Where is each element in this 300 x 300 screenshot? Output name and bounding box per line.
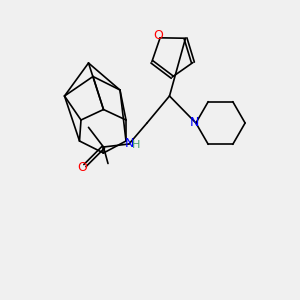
Text: N: N <box>124 136 134 150</box>
Text: H: H <box>132 140 140 151</box>
Text: N: N <box>190 116 199 129</box>
Text: O: O <box>153 29 163 42</box>
Text: O: O <box>78 160 87 174</box>
